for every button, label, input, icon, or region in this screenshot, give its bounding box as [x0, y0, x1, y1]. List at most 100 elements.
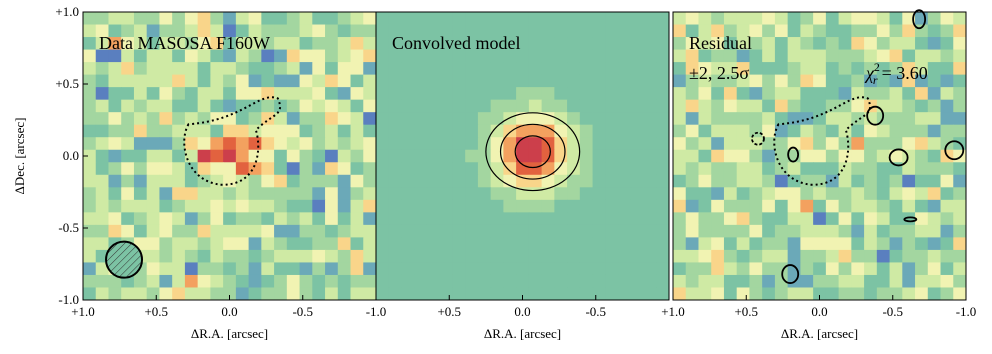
pixel — [261, 274, 275, 288]
pixel — [516, 74, 530, 88]
pixel — [656, 124, 670, 138]
pixel — [579, 224, 594, 238]
pixel — [363, 12, 377, 26]
pixel — [465, 12, 479, 26]
pixel — [325, 99, 339, 113]
pixel — [618, 74, 632, 88]
pixel — [312, 137, 326, 151]
pixel — [376, 37, 390, 51]
pixel — [133, 224, 148, 238]
pixel — [325, 12, 339, 26]
pixel — [953, 249, 967, 263]
pixel — [197, 287, 211, 301]
chi-sup: 2 — [874, 60, 880, 74]
pixel — [711, 174, 725, 188]
pixel — [800, 162, 814, 176]
pixel — [902, 99, 916, 113]
pixel — [838, 274, 852, 288]
pixel — [927, 37, 942, 51]
pixel — [146, 137, 160, 151]
pixel — [439, 62, 453, 76]
pixel — [762, 74, 776, 88]
pixel — [452, 124, 466, 138]
pixel — [940, 249, 954, 263]
pixel — [350, 137, 364, 151]
pixel — [749, 12, 763, 26]
pixel — [159, 112, 173, 126]
pixel — [592, 249, 606, 263]
pixel — [312, 112, 326, 126]
pixel — [605, 249, 619, 263]
pixel — [108, 37, 122, 51]
pixel — [630, 274, 645, 288]
pixel — [325, 124, 339, 138]
pixel — [902, 287, 916, 301]
pixel — [940, 274, 954, 288]
pixel — [800, 87, 814, 101]
pixel — [787, 99, 801, 113]
pixel — [248, 74, 262, 88]
pixel — [350, 37, 364, 51]
pixel — [864, 124, 878, 138]
pixel — [503, 212, 517, 226]
pixel — [159, 24, 173, 38]
pixel — [121, 212, 135, 226]
pixel — [146, 149, 160, 163]
pixel — [248, 262, 262, 276]
pixel — [749, 199, 763, 213]
pixel — [312, 212, 326, 226]
pixel — [401, 274, 415, 288]
pixel — [184, 49, 199, 63]
pixel — [838, 37, 852, 51]
pixel — [248, 237, 262, 251]
pixel — [711, 149, 725, 163]
pixel — [927, 49, 942, 63]
pixel — [350, 287, 364, 301]
pixel — [337, 212, 352, 226]
pixel — [889, 224, 903, 238]
pixel — [618, 287, 632, 301]
pixel — [465, 162, 479, 176]
pixel — [749, 74, 763, 88]
pixel — [516, 149, 530, 163]
pixel — [656, 112, 670, 126]
pixel — [133, 74, 148, 88]
pixel — [223, 162, 237, 176]
pixel — [235, 237, 250, 251]
pixel — [953, 187, 967, 201]
pixel — [363, 274, 377, 288]
pixel — [579, 237, 594, 251]
pixel — [477, 99, 492, 113]
pixel — [414, 124, 428, 138]
pixel — [516, 87, 530, 101]
pixel — [838, 99, 852, 113]
pixel — [401, 199, 415, 213]
pixel — [762, 199, 776, 213]
pixel — [698, 24, 712, 38]
pixel — [490, 249, 504, 263]
pixel — [299, 137, 313, 151]
pixel — [656, 24, 670, 38]
pixel — [605, 287, 619, 301]
pixel — [452, 112, 466, 126]
pixel — [439, 149, 453, 163]
pixel — [146, 162, 160, 176]
pixel — [528, 87, 543, 101]
pixel — [223, 249, 237, 263]
pixel — [915, 37, 929, 51]
pixel — [223, 187, 237, 201]
pixel — [940, 74, 954, 88]
pixel — [184, 224, 199, 238]
pixel — [656, 199, 670, 213]
pixel — [184, 287, 199, 301]
pixel — [286, 74, 301, 88]
pixel — [452, 224, 466, 238]
pixel — [673, 37, 687, 51]
pixel — [490, 274, 504, 288]
pixel — [299, 224, 313, 238]
pixel — [414, 137, 428, 151]
pixel — [235, 37, 250, 51]
pixel — [851, 287, 865, 301]
pixel — [426, 74, 441, 88]
pixel — [762, 49, 776, 63]
